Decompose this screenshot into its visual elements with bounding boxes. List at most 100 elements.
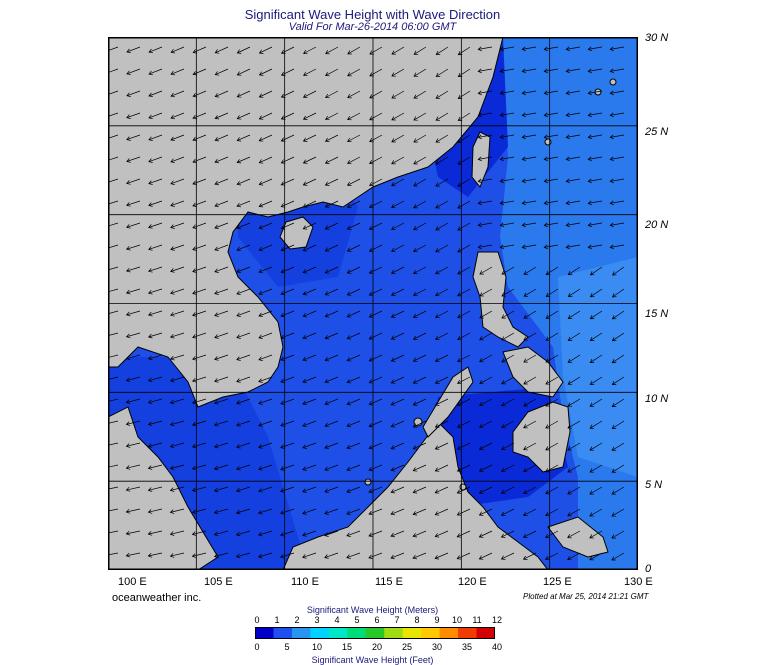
wave-direction-arrow xyxy=(545,464,559,473)
wave-direction-arrow xyxy=(324,486,339,493)
wave-direction-arrow xyxy=(170,266,185,273)
wave-direction-arrow xyxy=(567,420,581,429)
wave-direction-arrow xyxy=(258,222,273,230)
wave-direction-arrow xyxy=(477,112,493,118)
wave-direction-arrow xyxy=(434,486,449,494)
wave-direction-arrow xyxy=(126,222,141,229)
wave-direction-arrow xyxy=(521,244,537,250)
wave-direction-arrow xyxy=(126,46,141,54)
wave-direction-arrow xyxy=(368,156,383,165)
wave-direction-arrow xyxy=(324,156,339,164)
wave-direction-arrow xyxy=(368,244,383,252)
wave-direction-arrow xyxy=(368,310,383,318)
wave-direction-arrow xyxy=(521,200,537,206)
wave-direction-arrow xyxy=(280,112,295,120)
wave-direction-arrow xyxy=(456,508,471,516)
wave-direction-arrow xyxy=(457,134,471,143)
colorbar-meter-tick: 0 xyxy=(254,615,260,625)
wave-direction-arrow xyxy=(125,288,141,295)
wave-direction-arrow xyxy=(170,112,185,120)
wave-direction-arrow xyxy=(170,200,185,207)
wave-direction-arrow xyxy=(478,464,493,472)
wave-direction-arrow xyxy=(545,442,559,451)
wave-direction-arrow xyxy=(125,552,141,558)
wave-direction-arrow xyxy=(390,442,405,450)
wave-direction-arrow xyxy=(390,508,405,516)
wave-direction-arrow xyxy=(412,442,427,450)
wave-direction-arrow xyxy=(347,46,361,55)
wave-direction-arrow xyxy=(589,442,603,451)
wave-direction-arrow xyxy=(545,420,559,429)
wave-direction-arrow xyxy=(346,266,361,274)
wave-direction-arrow xyxy=(236,376,251,383)
wave-direction-arrow xyxy=(236,354,251,361)
wave-direction-arrow xyxy=(214,244,229,252)
wave-direction-arrow xyxy=(434,552,449,560)
wave-direction-arrow xyxy=(302,354,317,362)
wave-direction-arrow xyxy=(169,552,185,558)
wave-direction-arrow xyxy=(280,46,295,54)
wave-direction-arrow xyxy=(346,464,361,472)
wave-direction-arrow xyxy=(435,90,449,99)
wave-direction-arrow xyxy=(125,310,141,317)
wave-direction-arrow xyxy=(302,200,317,208)
wave-direction-arrow xyxy=(412,464,427,472)
wave-direction-arrow xyxy=(126,178,141,185)
land-hainan xyxy=(279,216,314,250)
wave-direction-arrow xyxy=(587,156,603,162)
wave-direction-arrow xyxy=(346,222,361,230)
wave-direction-arrow xyxy=(280,332,295,340)
wave-direction-arrow xyxy=(169,486,185,492)
wave-direction-arrow xyxy=(214,222,229,230)
wave-direction-arrow xyxy=(565,112,581,118)
lat-label: 0 xyxy=(645,563,652,575)
wave-direction-arrow xyxy=(521,222,537,228)
wave-direction-arrow xyxy=(413,46,427,55)
wave-direction-arrow xyxy=(302,178,317,186)
wave-direction-arrow xyxy=(192,288,207,295)
wave-direction-arrow xyxy=(413,178,427,187)
wave-direction-arrow xyxy=(126,200,141,207)
wave-direction-arrow xyxy=(368,222,383,230)
lon-label: 100 E xyxy=(118,576,147,588)
wave-direction-arrow xyxy=(192,244,207,251)
wave-direction-arrow xyxy=(302,112,317,120)
wave-direction-arrow xyxy=(412,310,427,318)
wave-direction-arrow xyxy=(258,112,273,120)
wave-direction-arrow xyxy=(108,178,119,185)
wave-direction-arrow xyxy=(456,442,471,450)
wave-direction-arrow xyxy=(302,222,317,230)
wave-direction-arrow xyxy=(435,288,449,297)
wave-direction-arrow xyxy=(456,464,471,472)
plotted-timestamp: Plotted at Mar 25, 2014 21:21 GMT xyxy=(523,592,649,601)
wave-direction-arrow xyxy=(280,530,295,537)
wave-direction-arrow xyxy=(368,266,383,274)
wave-direction-arrow xyxy=(501,420,515,429)
wave-direction-arrow xyxy=(391,244,405,253)
wave-direction-arrow xyxy=(258,376,273,383)
land-palawan xyxy=(422,366,474,438)
wave-direction-arrow xyxy=(390,222,405,231)
wave-direction-arrow xyxy=(346,486,361,494)
wave-direction-arrow xyxy=(192,332,207,339)
wave-direction-arrow xyxy=(456,398,471,406)
wave-direction-arrow xyxy=(302,90,317,98)
wave-direction-arrow xyxy=(611,464,625,473)
colorbar-swatch xyxy=(291,627,311,639)
wave-direction-arrow xyxy=(147,376,163,383)
wave-direction-arrow xyxy=(126,112,141,119)
wave-direction-arrow xyxy=(236,420,251,427)
colorbar-swatch xyxy=(458,627,478,639)
wave-direction-arrow xyxy=(236,310,251,317)
wave-direction-arrow xyxy=(191,530,207,536)
wave-direction-arrow xyxy=(521,68,537,74)
wave-direction-arrow xyxy=(214,398,229,405)
wave-direction-arrow xyxy=(609,222,625,228)
wave-direction-arrow xyxy=(236,288,251,296)
wave-direction-arrow xyxy=(214,178,229,186)
wave-direction-arrow xyxy=(324,178,339,186)
wave-direction-arrow xyxy=(390,288,405,296)
wave-direction-arrow xyxy=(521,134,537,140)
wave-direction-arrow xyxy=(214,68,229,76)
wave-direction-arrow xyxy=(456,530,471,538)
